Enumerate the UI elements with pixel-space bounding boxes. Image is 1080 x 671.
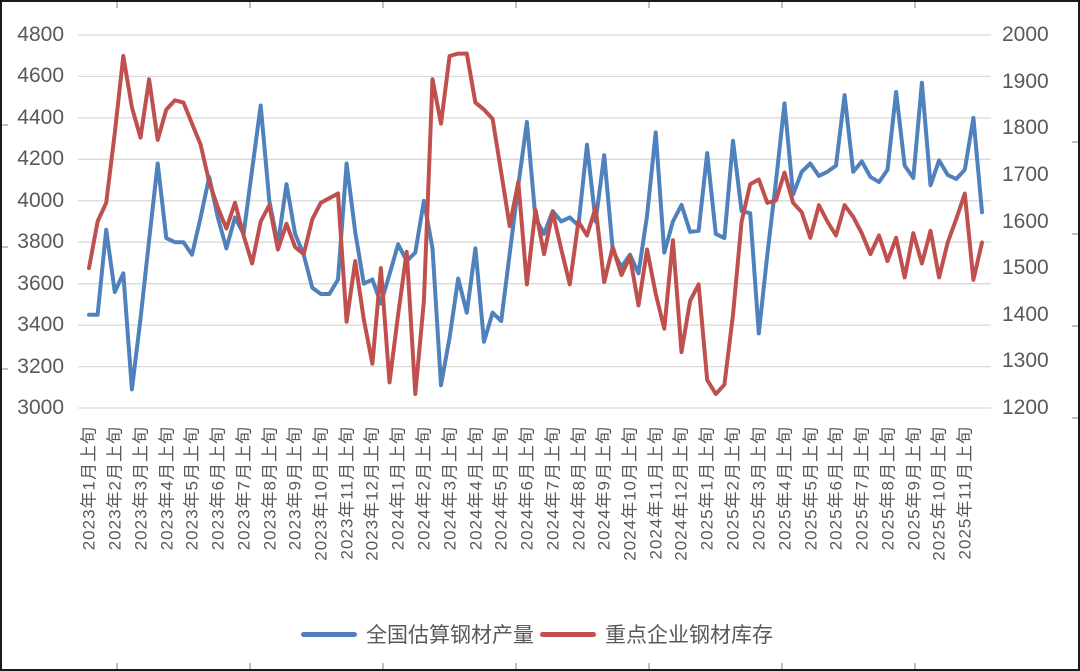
y-axis-left-tick-label: 4200 <box>17 147 64 170</box>
x-axis-tick-label: 2025年3月上旬 <box>749 426 769 551</box>
y-axis-right-tick-label: 1700 <box>1002 163 1049 186</box>
x-axis-tick-label: 2025年8月上旬 <box>878 426 897 551</box>
x-axis-tick-label: 2023年12月上旬 <box>362 426 382 561</box>
x-axis-tick-label: 2024年2月上旬 <box>414 426 434 551</box>
x-axis-tick-label: 2025年7月上旬 <box>852 426 872 551</box>
legend-item-production: 全国估算钢材产量 <box>301 619 540 649</box>
y-axis-right-tick-label: 1800 <box>1002 116 1049 139</box>
x-axis-tick-label: 2023年6月上旬 <box>208 426 228 551</box>
production-line-swatch <box>301 631 357 637</box>
y-axis-left-tick-label: 4000 <box>17 189 64 212</box>
x-axis-tick-label: 2024年3月上旬 <box>440 426 460 551</box>
y-axis-left-tick-label: 4400 <box>17 106 64 129</box>
x-axis-tick-label: 2023年4月上旬 <box>156 426 176 551</box>
y-axis-left-tick-label: 3400 <box>17 313 64 336</box>
x-axis-tick-label: 2024年11月上旬 <box>646 426 666 560</box>
y-axis-right-tick-label: 1900 <box>1002 70 1049 93</box>
y-axis-right-tick-label: 1200 <box>1002 396 1049 419</box>
series-line-inventory <box>87 51 984 396</box>
y-axis-left-tick-label: 3200 <box>17 355 64 378</box>
y-axis-right-tick-label: 1400 <box>1002 303 1049 326</box>
x-axis-tick-label: 2023年2月上旬 <box>105 426 125 551</box>
x-axis-tick-label: 2025年2月上旬 <box>723 426 743 551</box>
x-axis-tick-label: 2023年1月上旬 <box>79 426 99 551</box>
y-axis-left-tick-label: 3000 <box>17 396 64 419</box>
y-axis-left-tick-label: 4800 <box>17 23 64 46</box>
x-axis-tick-label: 2024年12月上旬 <box>672 426 691 561</box>
legend: 全国估算钢材产量 重点企业钢材库存 <box>2 619 1078 649</box>
y-axis-right-tick-label: 1600 <box>1002 210 1049 233</box>
y-axis-right-tick-label: 2000 <box>1002 23 1049 46</box>
x-axis-tick-label: 2023年9月上旬 <box>285 426 305 551</box>
x-axis-tick-label: 2024年4月上旬 <box>465 426 485 551</box>
y-axis-left-tick-label: 4600 <box>17 64 64 87</box>
x-axis-tick-label: 2025年10月上旬 <box>929 426 949 561</box>
legend-label-inventory: 重点企业钢材库存 <box>605 624 773 647</box>
series-line-production <box>87 80 984 392</box>
x-axis-tick-label: 2024年6月上旬 <box>517 426 537 551</box>
x-axis-tick-label: 2024年8月上旬 <box>568 426 588 551</box>
y-axis-left-tick-label: 3600 <box>17 272 64 295</box>
inventory-line-swatch <box>540 631 596 637</box>
y-axis-right-tick-label: 1500 <box>1002 256 1049 279</box>
x-axis-tick-label: 2024年9月上旬 <box>594 426 614 551</box>
legend-label-production: 全国估算钢材产量 <box>366 624 534 647</box>
y-axis-right-tick-label: 1300 <box>1002 349 1049 372</box>
x-axis-tick-label: 2025年9月上旬 <box>903 426 923 551</box>
x-axis-tick-label: 2025年6月上旬 <box>826 426 846 551</box>
x-axis-tick-label: 2023年11月上旬 <box>337 426 357 560</box>
x-axis-tick-label: 2024年1月上旬 <box>388 426 408 551</box>
x-axis-tick-label: 2024年10月上旬 <box>620 426 640 561</box>
y-axis-left-tick-label: 3800 <box>17 230 64 253</box>
x-axis-tick-label: 2024年5月上旬 <box>491 426 511 551</box>
legend-item-inventory: 重点企业钢材库存 <box>540 619 779 649</box>
x-axis-tick-label: 2023年8月上旬 <box>259 426 279 551</box>
x-axis-tick-label: 2024年7月上旬 <box>543 426 563 551</box>
x-axis-tick-label: 2025年1月上旬 <box>697 426 717 551</box>
x-axis-tick-label: 2025年4月上旬 <box>775 426 794 551</box>
x-axis-tick-label: 2023年5月上旬 <box>182 426 202 551</box>
x-axis-tick-label: 2023年7月上旬 <box>234 426 254 551</box>
x-axis-tick-label: 2023年3月上旬 <box>131 426 150 551</box>
x-axis-tick-label: 2025年11月上旬 <box>955 426 975 560</box>
x-axis-tick-label: 2025年5月上旬 <box>800 426 820 551</box>
x-axis-tick-label: 2023年10月上旬 <box>311 426 331 561</box>
